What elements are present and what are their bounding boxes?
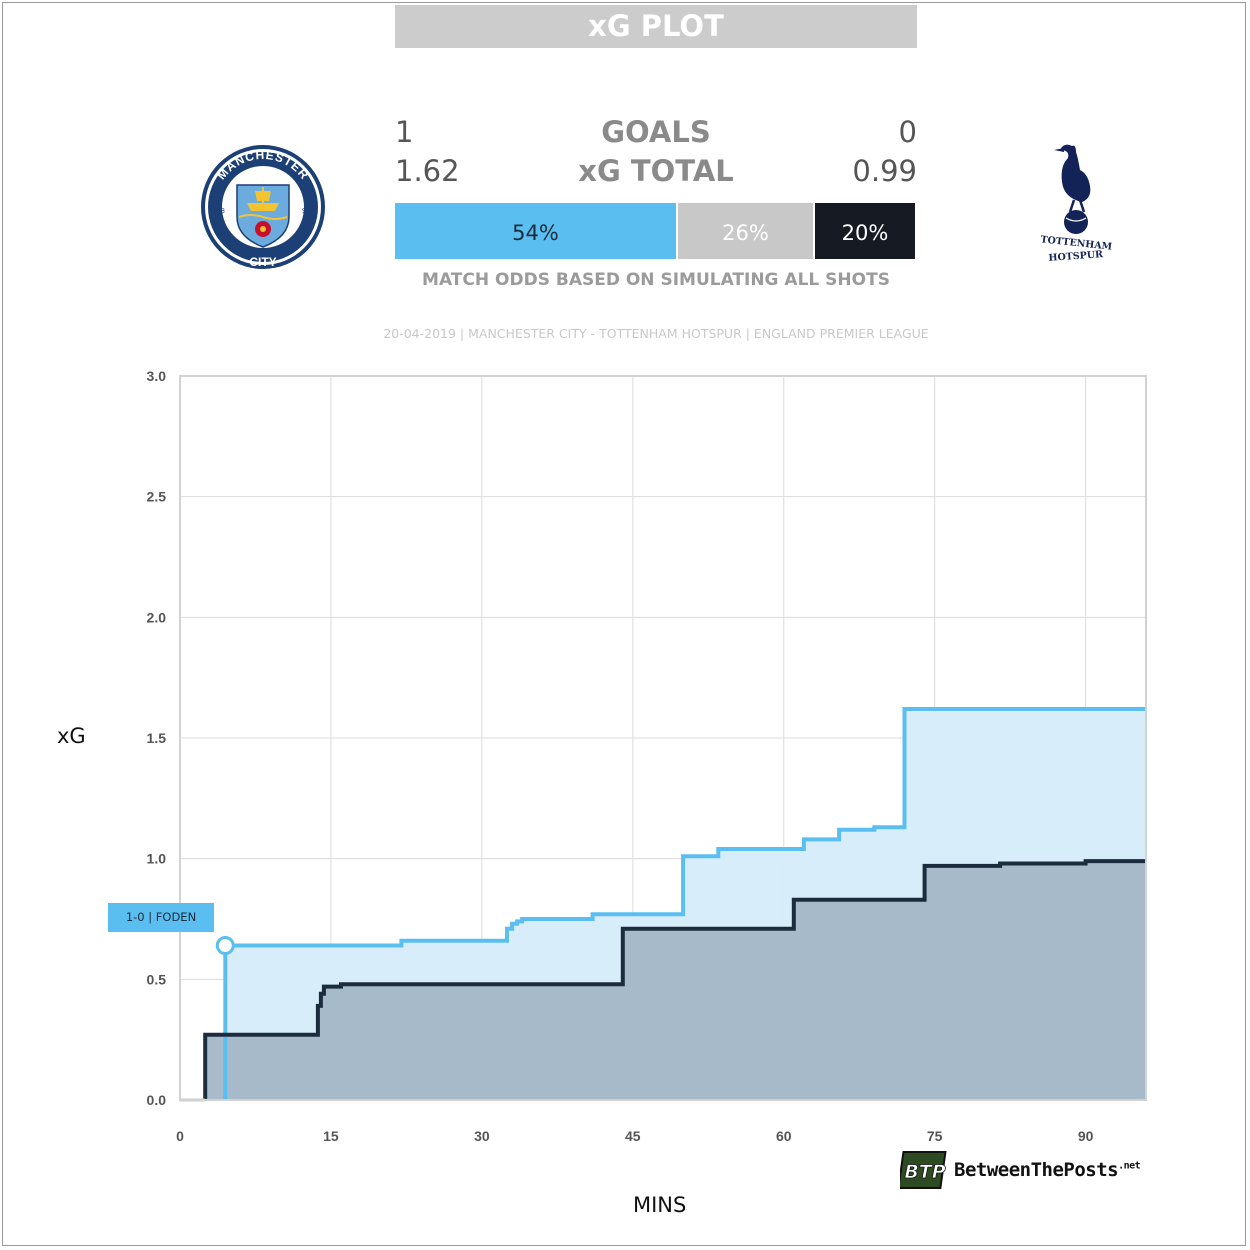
brand-logo: BTP BetweenThePosts.net [900, 1148, 1141, 1192]
home-win-odds: 54% [395, 203, 676, 259]
y-tick-label: 1.0 [147, 851, 167, 867]
series-line-0 [223, 707, 1146, 1100]
crest-hotspur-text: HOTSPUR [1048, 249, 1103, 264]
match-info: 20-04-2019 | MANCHESTER CITY - TOTTENHAM… [383, 326, 929, 341]
series-line-1 [203, 859, 1146, 1100]
crest-year-left: 18 [217, 208, 225, 215]
manchester-city-crest-icon: MANCHESTER CITY 18 94 [201, 145, 325, 269]
brand-name: BetweenThePosts [954, 1159, 1119, 1181]
x-tick-label: 60 [776, 1128, 792, 1144]
away-goals: 0 [898, 115, 917, 149]
btp-logo-text: BTP [904, 1161, 945, 1183]
y-tick-label: 1.5 [147, 730, 167, 746]
y-axis-label: xG [57, 724, 86, 748]
y-tick-label: 2.5 [147, 489, 167, 505]
odds-note: MATCH ODDS BASED ON SIMULATING ALL SHOTS [422, 270, 890, 290]
x-tick-label: 0 [176, 1128, 184, 1144]
y-tick-label: 3.0 [147, 368, 167, 384]
x-tick-label: 45 [625, 1128, 641, 1144]
x-tick-label: 30 [474, 1128, 490, 1144]
y-tick-label: 0.5 [147, 971, 167, 987]
x-axis-label: MINS [633, 1193, 687, 1217]
goals-label: GOALS [601, 115, 711, 149]
away-xg: 0.99 [852, 154, 917, 188]
y-tick-label: 2.0 [147, 609, 167, 625]
crest-city-text: CITY [249, 255, 276, 269]
match-odds-bar: 54% 26% 20% [395, 203, 915, 259]
x-tick-label: 75 [927, 1128, 943, 1144]
brand-suffix: .net [1118, 1160, 1141, 1172]
series-area-1 [180, 861, 1146, 1100]
x-tick-label: 15 [323, 1128, 339, 1144]
goal-annotation-label: 1-0 | FODEN [108, 903, 214, 932]
xg-total-label: xG TOTAL [578, 154, 734, 188]
crest-year-right: 94 [302, 208, 310, 215]
draw-odds: 26% [678, 203, 813, 259]
btp-logo-icon: BTP [900, 1151, 947, 1189]
away-win-odds: 20% [815, 203, 915, 259]
goal-marker [215, 936, 235, 956]
chart-title: xG PLOT [395, 5, 917, 48]
home-goals: 1 [395, 115, 414, 149]
plot-border [179, 375, 1147, 1101]
y-tick-label: 0.0 [147, 1092, 167, 1108]
home-xg: 1.62 [395, 154, 460, 188]
tottenham-hotspur-crest-icon: TOTTENHAM HOTSPUR [1040, 144, 1113, 264]
x-tick-label: 90 [1078, 1128, 1094, 1144]
